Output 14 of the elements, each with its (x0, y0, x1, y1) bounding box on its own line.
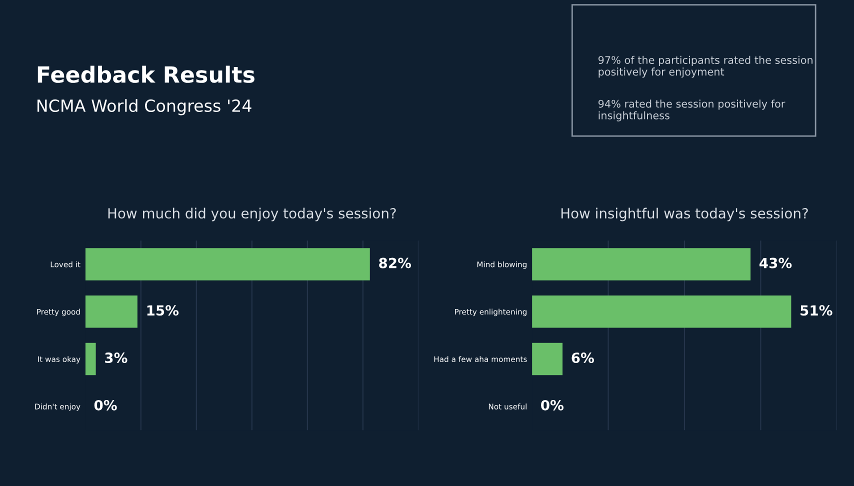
text: 94% rated the session positively for insightfulness (598, 100, 786, 122)
data-label: 6% (572, 352, 594, 364)
data-label: 0% (541, 400, 564, 410)
chart-title: How insightful was today's session? (561, 208, 808, 222)
text: Feedback Results (38, 66, 254, 83)
data-label: 15% (147, 305, 179, 316)
data-label: 3% (105, 352, 128, 364)
data-label: 43% (759, 258, 792, 268)
data-label: 51% (800, 305, 832, 316)
text: NCMA World Congress '24 (38, 99, 252, 116)
data-label: 0% (94, 400, 117, 410)
text: 97% of the participants rated the session positively for enjoyment (598, 56, 812, 78)
data-label: 82% (379, 258, 412, 268)
chart-title: How much did you enjoy today's session? (108, 208, 396, 222)
